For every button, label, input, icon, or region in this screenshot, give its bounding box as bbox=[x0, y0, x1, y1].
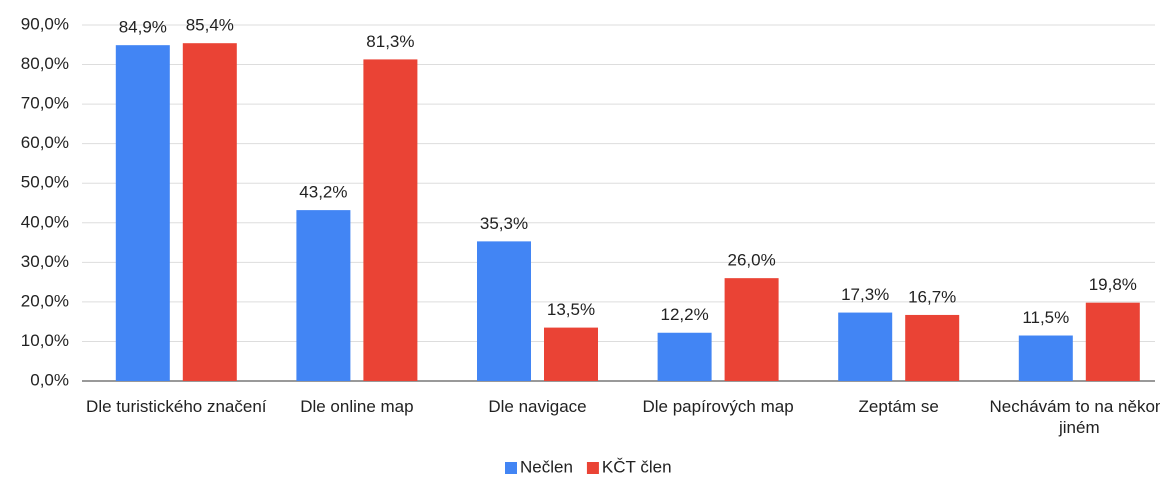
data-label: 81,3% bbox=[366, 32, 414, 51]
bar bbox=[838, 312, 893, 381]
y-tick-label: 70,0% bbox=[21, 94, 69, 113]
data-label: 26,0% bbox=[727, 251, 775, 270]
y-tick-label: 50,0% bbox=[21, 173, 69, 192]
data-label: 35,3% bbox=[480, 214, 528, 233]
bar bbox=[657, 332, 712, 381]
y-tick-label: 90,0% bbox=[21, 14, 69, 33]
x-tick-label: Dle online map bbox=[300, 397, 414, 416]
x-tick-label: Zeptám se bbox=[858, 397, 939, 416]
bar bbox=[115, 45, 170, 381]
y-tick-label: 60,0% bbox=[21, 133, 69, 152]
x-tick-label: Dle turistického značení bbox=[86, 397, 267, 416]
data-label: 16,7% bbox=[908, 287, 956, 306]
bar bbox=[724, 278, 779, 381]
data-label: 17,3% bbox=[841, 285, 889, 304]
y-tick-label: 40,0% bbox=[21, 212, 69, 231]
bar bbox=[477, 241, 531, 381]
bar bbox=[1085, 302, 1140, 381]
data-label: 84,9% bbox=[119, 18, 167, 37]
bar bbox=[544, 327, 598, 381]
data-label: 13,5% bbox=[547, 300, 595, 319]
data-label: 85,4% bbox=[186, 16, 234, 35]
legend-swatch bbox=[505, 462, 517, 474]
legend-label: KČT člen bbox=[602, 457, 672, 476]
legend-label: Nečlen bbox=[520, 457, 573, 476]
y-tick-label: 10,0% bbox=[21, 331, 69, 350]
y-tick-label: 20,0% bbox=[21, 291, 69, 310]
y-tick-label: 0,0% bbox=[30, 370, 69, 389]
x-tick-label: Dle papírových map bbox=[642, 397, 794, 416]
data-label: 19,8% bbox=[1089, 275, 1137, 294]
data-label: 43,2% bbox=[299, 183, 347, 202]
legend-swatch bbox=[586, 462, 599, 474]
bar bbox=[296, 210, 351, 381]
data-label: 11,5% bbox=[1022, 308, 1069, 327]
bar bbox=[905, 314, 960, 381]
data-label: 12,2% bbox=[660, 305, 708, 324]
bar bbox=[363, 59, 418, 382]
x-tick-label: Nechávám to na někom jiném bbox=[989, 397, 1160, 437]
bar bbox=[182, 43, 237, 381]
y-tick-label: 80,0% bbox=[21, 54, 69, 73]
x-tick-label: Dle navigace bbox=[488, 397, 587, 416]
bar bbox=[1018, 335, 1073, 381]
y-tick-label: 30,0% bbox=[21, 252, 69, 271]
